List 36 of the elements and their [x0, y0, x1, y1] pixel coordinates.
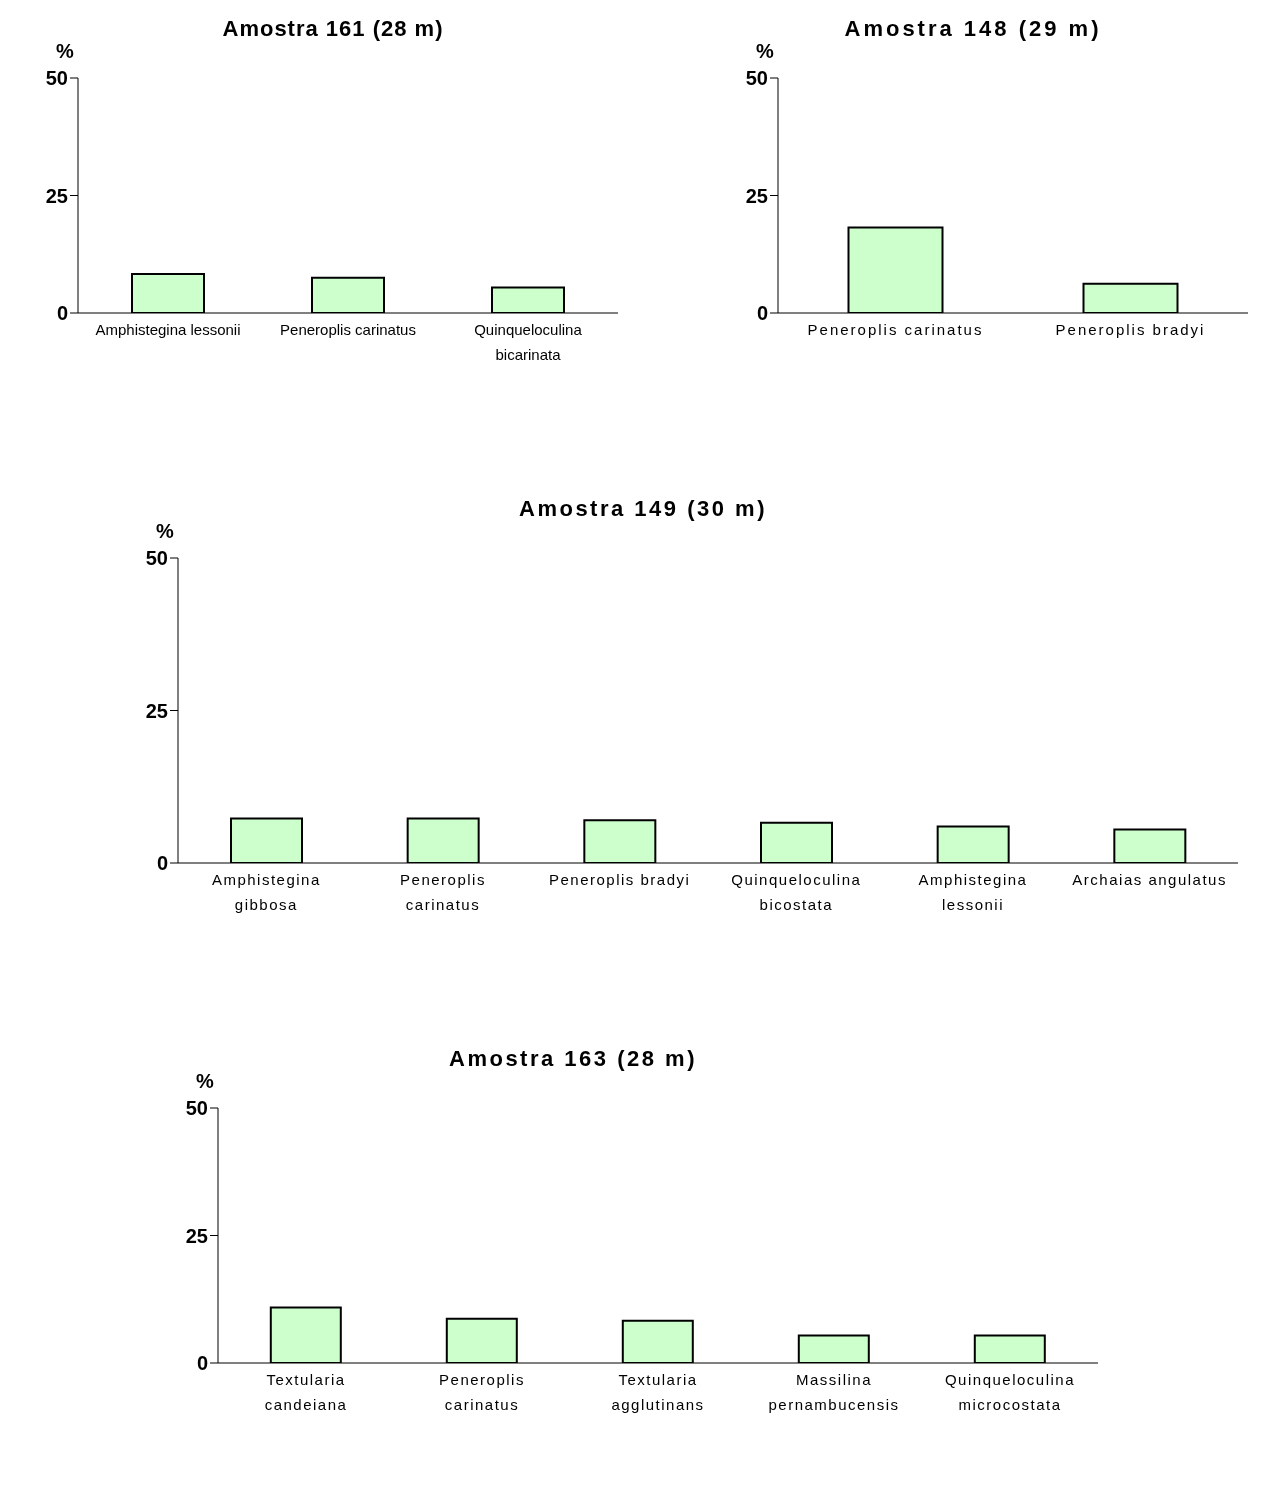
chart-title: Amostra 149 (30 m)	[519, 496, 767, 521]
y-tick-label: 25	[745, 184, 768, 207]
y-tick-label: 25	[185, 1224, 208, 1247]
x-tick-label: Textularia agglutinans	[611, 1371, 705, 1413]
x-tick-label: Amphistegina gibbosa	[211, 871, 321, 913]
chart-title: Amostra 163 (28 m)	[449, 1046, 697, 1071]
y-axis-title: %	[56, 40, 74, 63]
y-tick-label: 50	[185, 1097, 208, 1120]
x-tick-label: Peneroplis bradyi	[1055, 321, 1206, 338]
y-axis-title: %	[756, 40, 774, 63]
y-tick-label: 0	[196, 1352, 208, 1375]
y-tick-label: 0	[756, 302, 768, 325]
chart-title: Amostra 148 (29 m)	[844, 16, 1102, 41]
y-axis-title: %	[156, 520, 174, 543]
y-tick-label: 0	[56, 302, 68, 325]
chart-title: Amostra 161 (28 m)	[222, 16, 444, 41]
x-tick-label: Massilina pernambucensis	[768, 1371, 900, 1413]
y-axis-title: %	[196, 1070, 214, 1093]
x-tick-label: Amphistegina lessonii	[918, 871, 1028, 913]
x-tick-label: Textularia candeiana	[264, 1371, 348, 1413]
x-tick-label: Quinqueloculina bicostata	[731, 871, 862, 913]
y-tick-label: 50	[145, 547, 168, 570]
x-tick-label: Peneroplis carinatus	[807, 321, 984, 338]
x-tick-label: Peneroplis bradyi	[548, 871, 691, 888]
y-tick-label: 25	[145, 699, 168, 722]
x-tick-label: Amphistegina lessonii	[95, 321, 241, 338]
x-tick-label: Peneroplis carinatus	[400, 871, 486, 913]
y-tick-label: 25	[45, 184, 68, 207]
x-tick-label: Archaias angulatus	[1072, 871, 1227, 888]
x-tick-label: Quinqueloculina bicarinata	[474, 321, 583, 363]
y-tick-label: 50	[45, 67, 68, 90]
x-tick-label: Peneroplis carinatus	[439, 1371, 525, 1413]
x-tick-label: Peneroplis carinatus	[280, 321, 416, 338]
y-tick-label: 0	[156, 852, 168, 875]
y-tick-label: 50	[745, 67, 768, 90]
x-tick-label: Quinqueloculina microcostata	[944, 1371, 1076, 1413]
